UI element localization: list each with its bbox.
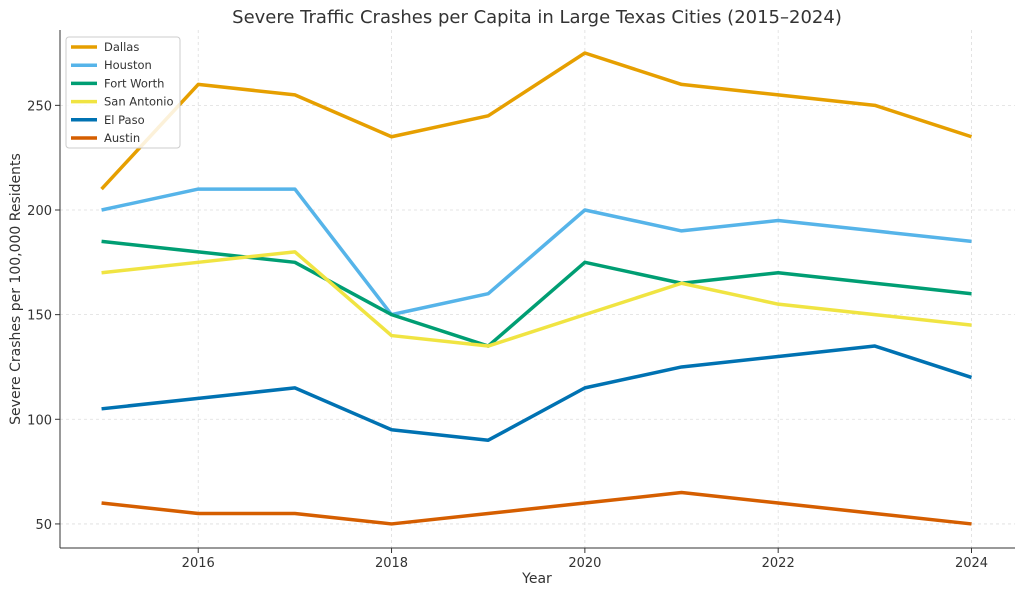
series-line-austin bbox=[101, 490, 972, 526]
series-line-san-antonio bbox=[101, 250, 972, 348]
legend-item: San Antonio bbox=[71, 95, 174, 109]
legend-item: El Paso bbox=[71, 113, 145, 127]
x-tick-label: 2016 bbox=[182, 556, 215, 571]
x-axis-label: Year bbox=[521, 571, 552, 587]
y-axis-label: Severe Crashes per 100,000 Residents bbox=[8, 153, 24, 425]
x-tick-label: 2022 bbox=[762, 556, 795, 571]
chart-title: Severe Traffic Crashes per Capita in Lar… bbox=[232, 7, 842, 28]
legend-label: San Antonio bbox=[104, 95, 174, 109]
x-tick-label: 2018 bbox=[375, 556, 408, 571]
y-tick-label: 200 bbox=[27, 204, 52, 219]
grid bbox=[60, 30, 1015, 548]
y-tick-label: 150 bbox=[27, 309, 52, 324]
legend-label: El Paso bbox=[104, 113, 145, 127]
series-line-dallas bbox=[100, 51, 973, 191]
legend-label: Fort Worth bbox=[104, 76, 164, 90]
legend-item: Fort Worth bbox=[71, 76, 164, 90]
legend-item: Austin bbox=[71, 131, 140, 145]
legend-label: Houston bbox=[104, 58, 152, 72]
series-lines bbox=[100, 51, 973, 526]
legend-item: Houston bbox=[71, 58, 152, 72]
legend: Dallas Houston Fort Worth San Antonio El Pas… bbox=[65, 36, 181, 149]
axes: 2016 2018 2020 2022 2024 50 100 150 200 250 bbox=[27, 30, 1015, 571]
legend-label: Austin bbox=[104, 131, 140, 145]
x-tick-label: 2024 bbox=[955, 556, 988, 571]
x-tick-label: 2020 bbox=[568, 556, 601, 571]
series-line-el-paso bbox=[101, 344, 973, 442]
legend-item: Dallas bbox=[71, 40, 139, 54]
series-line-houston bbox=[101, 187, 972, 317]
y-tick-label: 50 bbox=[35, 518, 52, 533]
y-tick-label: 100 bbox=[27, 413, 52, 428]
y-tick-label: 250 bbox=[27, 99, 52, 114]
legend-label: Dallas bbox=[104, 40, 139, 54]
